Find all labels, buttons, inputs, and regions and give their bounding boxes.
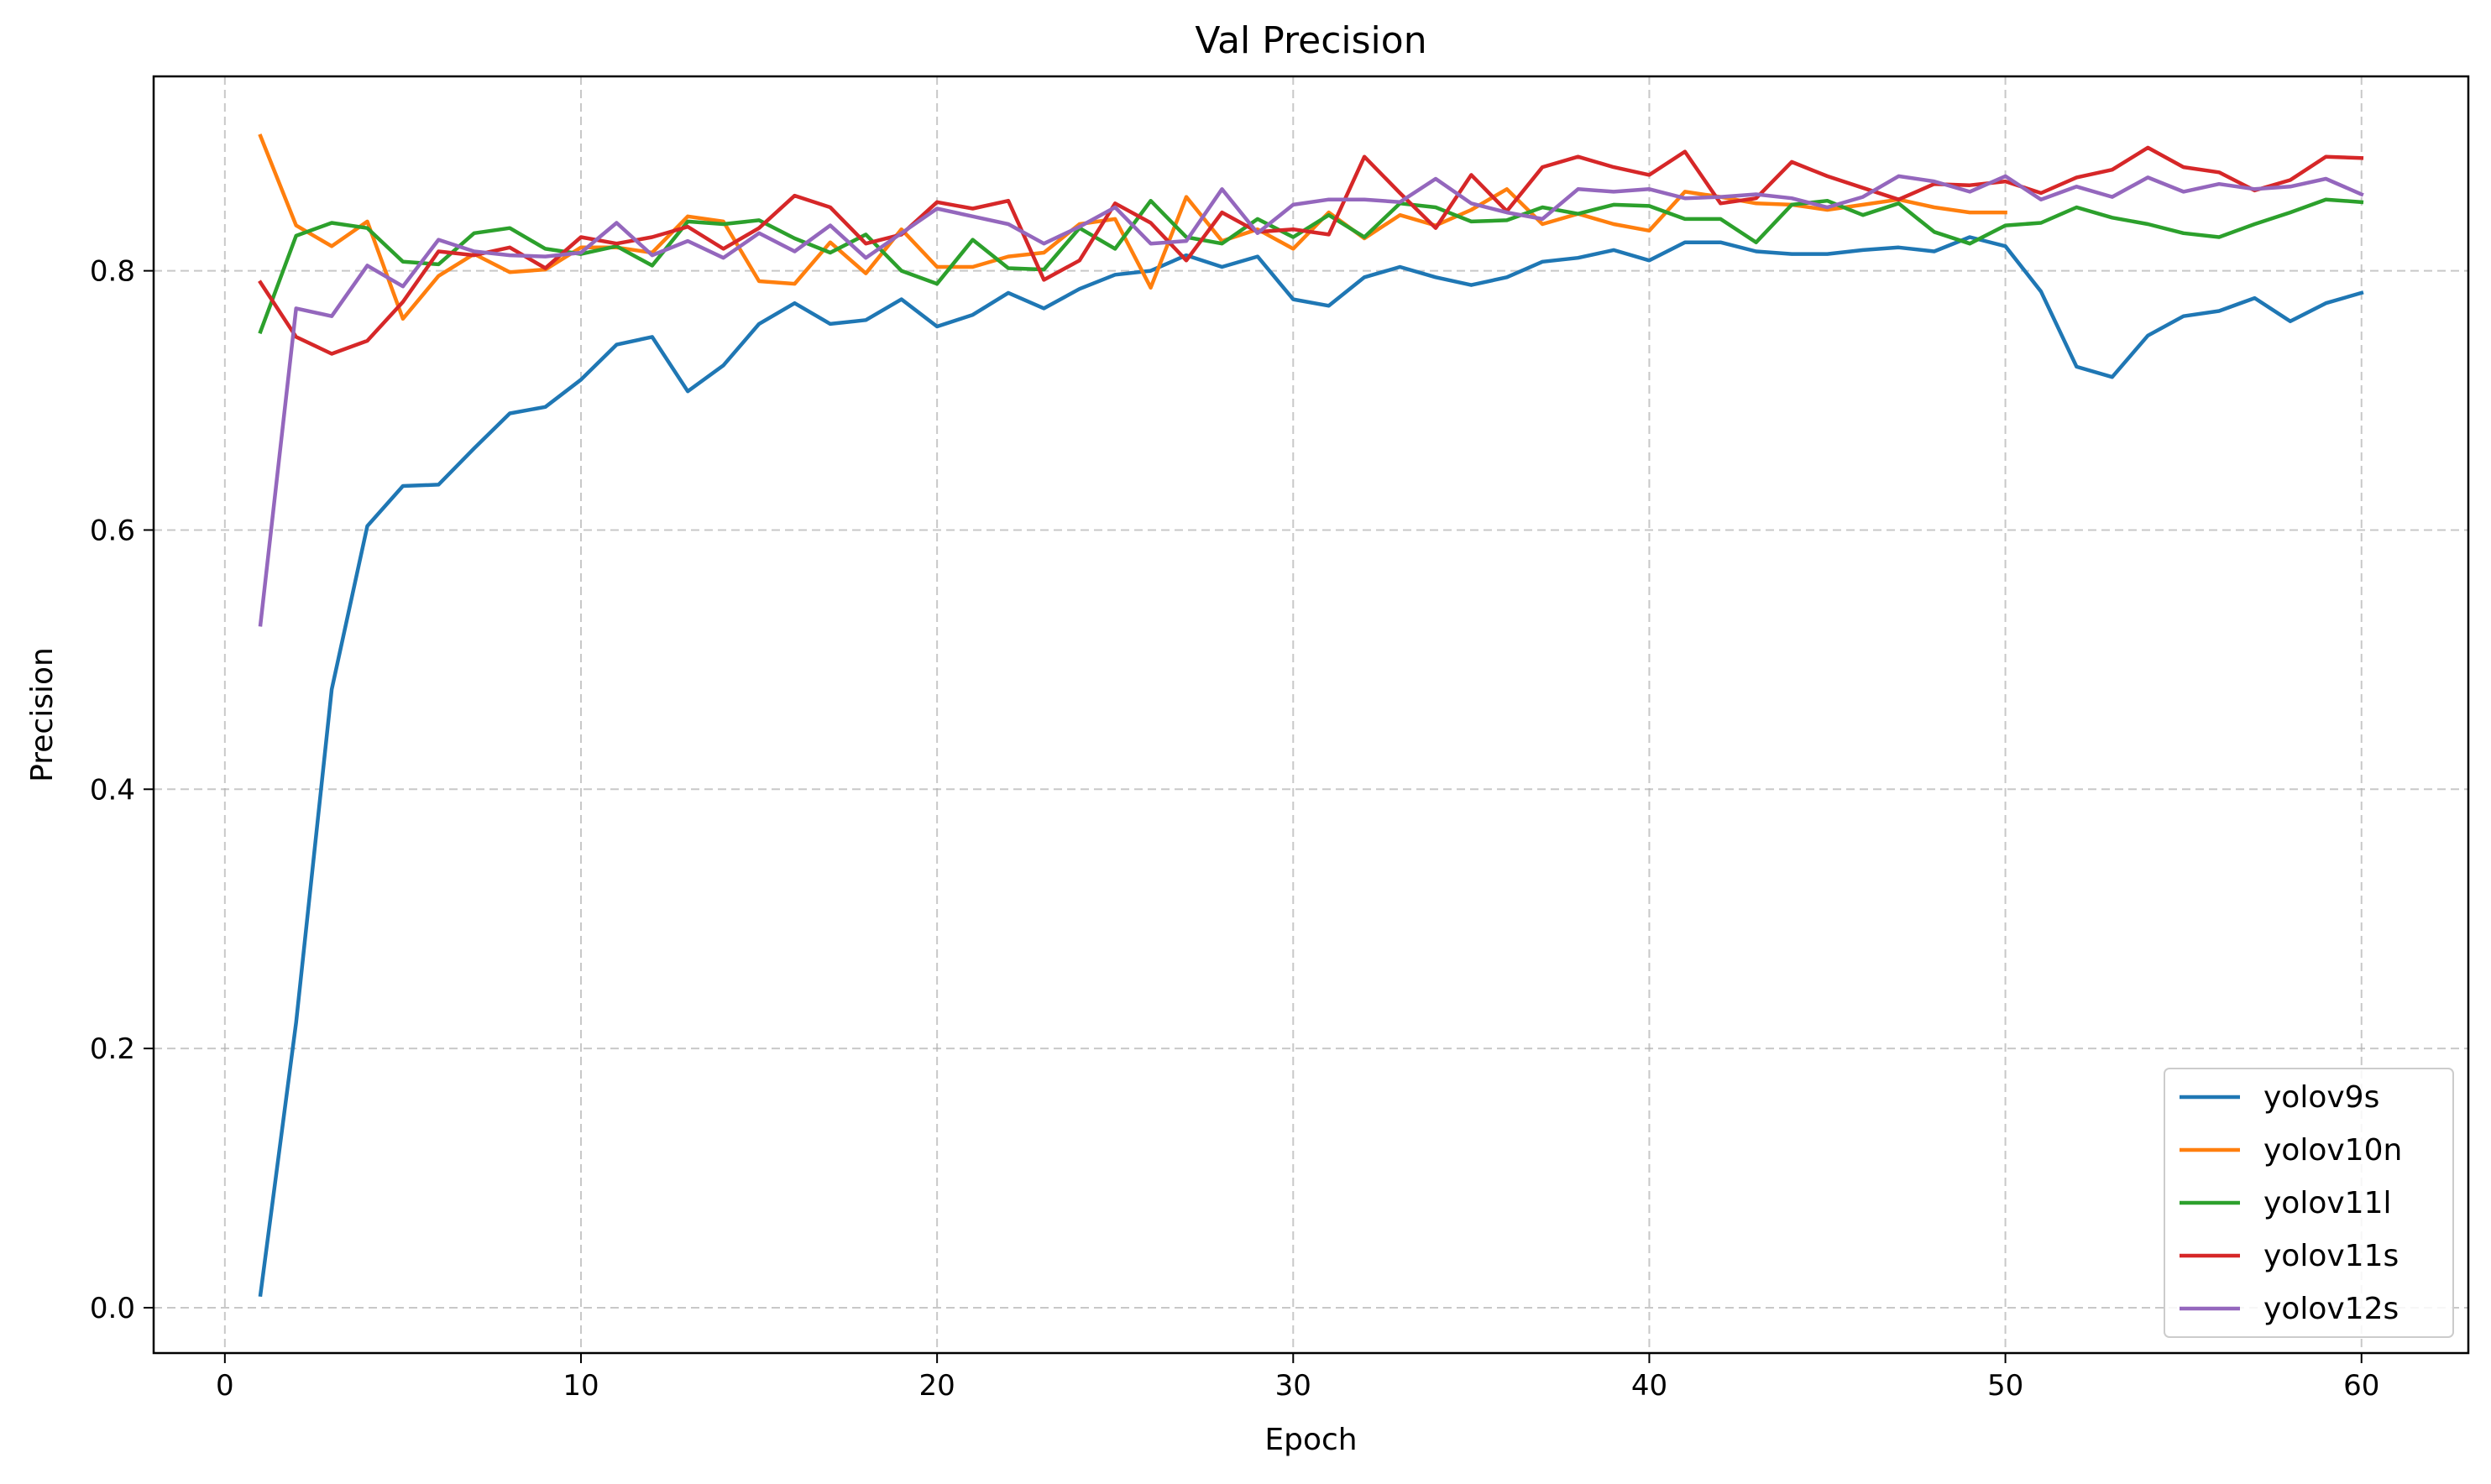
legend-label: yolov12s <box>2263 1292 2399 1326</box>
y-tick-label: 0.0 <box>90 1292 135 1325</box>
y-tick-label: 0.6 <box>90 514 135 547</box>
legend-label: yolov11s <box>2263 1239 2399 1273</box>
series-line-yolov12s <box>258 174 2364 627</box>
x-tick-label: 60 <box>2343 1369 2379 1403</box>
x-tick-label: 0 <box>216 1369 234 1403</box>
x-tick-label: 10 <box>563 1369 599 1403</box>
series-line-yolov11l <box>258 197 2364 335</box>
x-axis-label: Epoch <box>1264 1423 1357 1457</box>
legend-label: yolov11l <box>2263 1186 2391 1220</box>
legend-box <box>2164 1068 2454 1338</box>
x-tick-label: 40 <box>1631 1369 1667 1403</box>
plot-frame <box>152 75 2470 1355</box>
x-tick-label: 20 <box>919 1369 955 1403</box>
legend-label: yolov9s <box>2263 1080 2379 1115</box>
y-tick-label: 0.8 <box>90 255 135 289</box>
series-line-yolov11s <box>258 145 2364 356</box>
y-tick-label: 0.2 <box>90 1032 135 1066</box>
x-tick-label: 30 <box>1275 1369 1311 1403</box>
legend: yolov9s yolov10n yolov11l yolov11s yolov12s <box>2164 1068 2454 1338</box>
y-tick-label: 0.4 <box>90 773 135 807</box>
series-layer <box>258 133 2364 1298</box>
legend-label: yolov10n <box>2263 1133 2402 1168</box>
y-axis-label: Precision <box>25 647 60 782</box>
x-axis-ticks: 0 10 20 30 40 50 60 <box>216 1353 2379 1403</box>
x-tick-label: 50 <box>1987 1369 2023 1403</box>
series-line-yolov9s <box>258 235 2364 1298</box>
y-axis-ticks: 0.0 0.2 0.4 0.6 0.8 <box>90 255 154 1325</box>
chart-title: Val Precision <box>1195 19 1426 62</box>
